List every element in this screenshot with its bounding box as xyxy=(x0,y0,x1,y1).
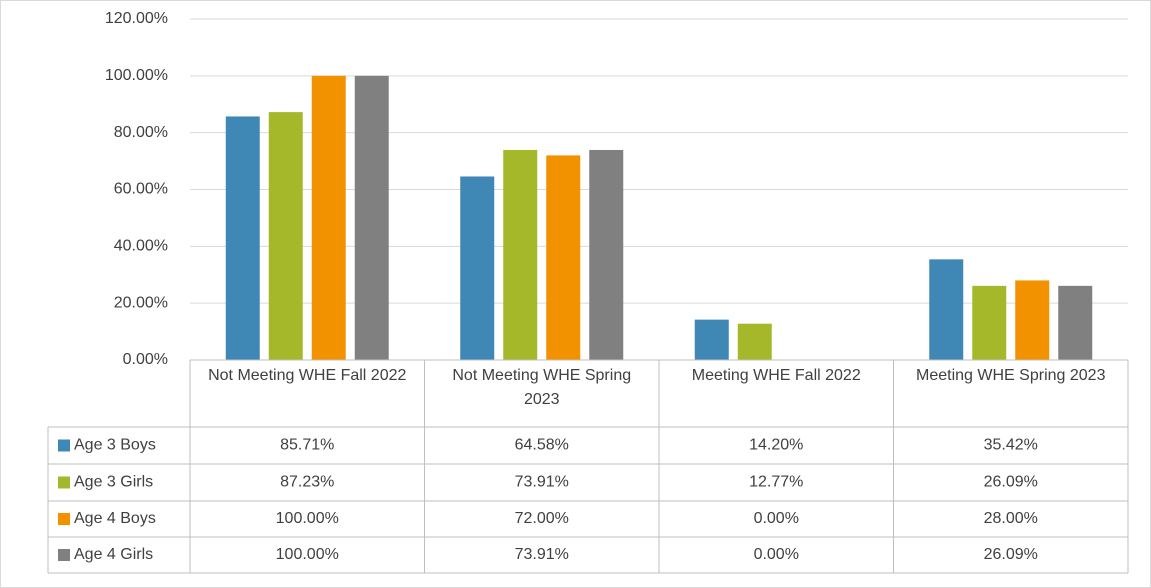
bar xyxy=(546,155,581,360)
bar xyxy=(694,319,729,360)
legend-label: Age 3 Boys xyxy=(74,437,156,454)
y-tick-label: 120.00% xyxy=(105,10,168,27)
legend-key xyxy=(58,439,70,452)
table-value: 73.91% xyxy=(515,474,569,491)
legend-label: Age 4 Boys xyxy=(74,510,156,527)
table-value: 0.00% xyxy=(754,546,799,563)
bar xyxy=(972,285,1007,360)
table-value: 73.91% xyxy=(515,546,569,563)
table-value: 12.77% xyxy=(749,474,803,491)
x-tick-label: Meeting WHE Fall 2022 xyxy=(691,367,861,384)
x-tick-label: Meeting WHE Spring 2023 xyxy=(916,367,1106,384)
bar xyxy=(503,149,538,360)
x-tick-label: Not Meeting WHE Fall 2022 xyxy=(208,367,407,384)
bar xyxy=(225,116,260,360)
x-category: Meeting WHE Spring 2023 xyxy=(916,367,1106,384)
bar xyxy=(460,176,495,360)
y-tick-label: 80.00% xyxy=(114,124,168,141)
table-value: 100.00% xyxy=(276,510,339,527)
x-tick-label: Not Meeting WHE Spring 2023 xyxy=(452,367,632,408)
legend-key xyxy=(58,549,70,561)
table-value: 87.23% xyxy=(280,474,334,491)
bar xyxy=(268,112,303,360)
y-tick-label: 60.00% xyxy=(114,181,168,198)
y-tick-label: 100.00% xyxy=(105,67,168,84)
x-category: Meeting WHE Fall 2022 xyxy=(691,367,861,384)
legend-label: Age 4 Girls xyxy=(74,546,153,563)
table-value: 64.58% xyxy=(515,437,569,454)
bar xyxy=(929,259,964,360)
bar xyxy=(354,75,389,360)
table-value: 72.00% xyxy=(515,510,569,527)
bar xyxy=(1058,285,1093,360)
x-category: Not Meeting WHE Spring 2023 xyxy=(452,367,632,408)
table-value: 26.09% xyxy=(984,546,1038,563)
table-value: 35.42% xyxy=(984,437,1038,454)
table-value: 28.00% xyxy=(984,510,1038,527)
y-tick-label: 40.00% xyxy=(114,238,168,255)
legend-key xyxy=(58,476,70,489)
table-value: 85.71% xyxy=(280,437,334,454)
x-category: Not Meeting WHE Fall 2022 xyxy=(208,367,407,384)
legend-key xyxy=(58,513,70,525)
table-value: 0.00% xyxy=(754,510,799,527)
y-tick-label: 20.00% xyxy=(114,294,168,311)
bar xyxy=(737,323,772,360)
legend-label: Age 3 Girls xyxy=(74,474,153,491)
bar xyxy=(311,75,346,360)
table-value: 14.20% xyxy=(749,437,803,454)
bar xyxy=(589,149,624,360)
y-tick-label: 0.00% xyxy=(123,351,168,368)
bar xyxy=(1015,280,1050,360)
table-value: 100.00% xyxy=(276,546,339,563)
table-value: 26.09% xyxy=(984,474,1038,491)
